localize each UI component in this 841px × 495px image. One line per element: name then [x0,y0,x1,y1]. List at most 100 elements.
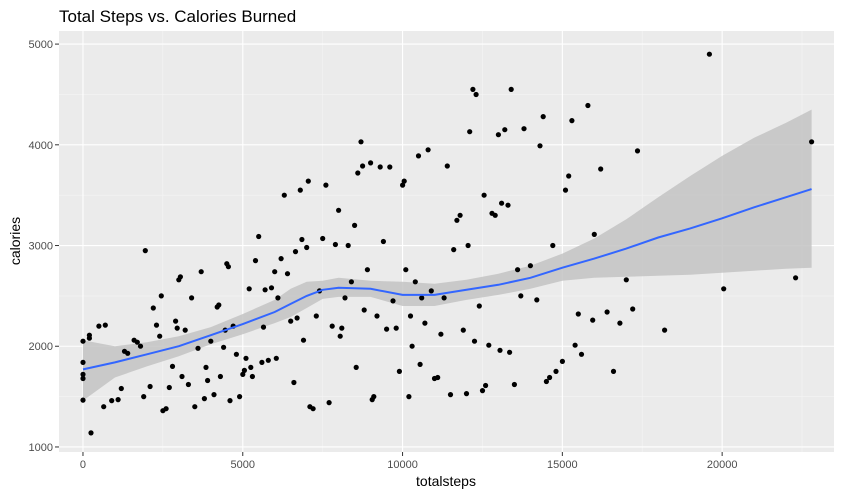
data-point [401,178,407,184]
data-point [537,143,543,149]
data-point [590,317,596,323]
data-point [241,367,247,373]
data-point [706,51,713,57]
data-point [208,338,214,344]
data-point [304,244,310,251]
data-point [281,192,287,198]
data-point [471,338,478,344]
data-point [793,275,799,281]
data-point [329,323,335,329]
data-point [278,256,284,262]
data-point [534,297,540,303]
data-point [540,114,546,120]
data-point [617,320,623,326]
data-point [326,400,332,406]
data-point [256,233,262,240]
data-point [380,238,386,245]
data-point [358,139,364,145]
data-point [371,394,377,400]
data-point [342,295,348,301]
y-tick-label: 2000 [29,341,53,353]
data-point [189,295,195,301]
data-point [265,357,271,363]
data-point [591,231,597,237]
data-point [268,285,275,291]
data-point [467,129,473,135]
data-point [147,383,153,390]
data-point [508,86,514,92]
data-point [352,222,358,228]
data-point [403,267,409,273]
data-point [623,277,629,283]
data-point [80,375,86,382]
data-points [80,51,815,436]
y-tick-label: 1000 [29,442,53,454]
y-axis-label: calories [7,217,23,265]
x-tick-label: 5000 [231,459,255,471]
data-point [566,173,572,179]
confidence-band [83,109,812,401]
x-tick-label: 20000 [707,459,738,471]
data-point [451,247,457,253]
y-tick-label: 4000 [29,140,53,152]
data-point [80,338,86,344]
data-point [521,126,527,132]
data-point [393,325,399,331]
data-point [479,388,486,394]
data-point [457,212,463,218]
data-point [364,267,370,273]
data-point [195,345,201,351]
data-point [300,337,307,343]
smooth-trend-line [82,188,812,371]
data-point [499,200,505,206]
data-point [201,396,207,402]
data-point [305,178,311,184]
data-point [662,327,668,333]
data-point [505,202,511,208]
data-point [345,242,351,249]
chart-title: Total Steps vs. Calories Burned [59,7,296,26]
data-point [377,164,383,170]
data-point [578,351,585,357]
data-point [553,368,559,374]
data-point [157,333,163,339]
data-point [368,160,374,166]
data-point [163,406,169,412]
data-point [481,192,487,198]
data-point [634,148,641,154]
data-point [310,406,316,412]
data-point [174,325,180,331]
data-point [332,241,338,248]
data-point [361,307,367,313]
data-point [409,343,415,349]
data-point [237,394,243,400]
data-point [502,127,508,133]
data-point [125,350,131,356]
x-tick-label: 15000 [547,459,578,471]
data-point [86,332,92,338]
data-point [518,293,524,299]
data-point [205,377,211,384]
data-point [109,398,115,404]
data-point [585,102,591,109]
data-point [115,397,121,403]
data-point [101,404,107,410]
data-point [470,86,476,92]
x-tick-label: 0 [80,459,86,471]
data-point [339,325,345,331]
data-point [511,381,517,388]
data-point [284,271,291,277]
data-point [182,327,188,333]
data-point [422,320,428,326]
data-point [441,295,447,301]
data-point [336,207,342,213]
data-point [192,404,198,410]
data-point [515,267,521,273]
data-point [495,132,501,138]
data-point [211,392,217,398]
data-point [320,235,326,242]
data-point [721,286,727,292]
data-point [273,355,279,361]
y-tick-label: 3000 [29,241,53,253]
